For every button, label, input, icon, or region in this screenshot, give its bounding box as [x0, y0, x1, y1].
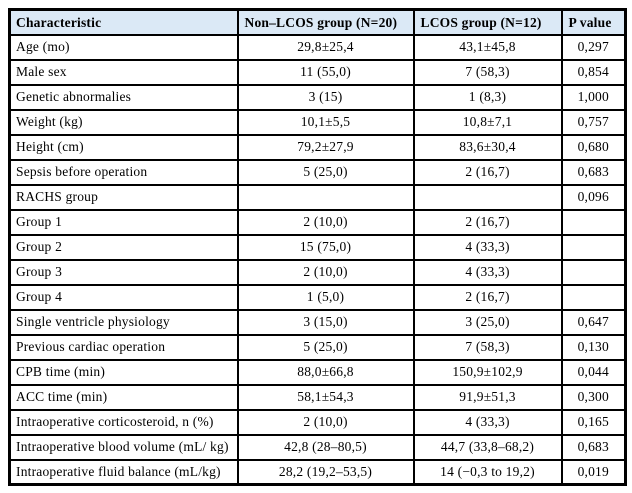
lcos-value-cell: 91,9±51,3 [412, 383, 563, 411]
non-lcos-value-cell: 3 (15,0) [236, 308, 415, 336]
non-lcos-value-cell [236, 183, 415, 211]
p-value-cell: 0,647 [560, 308, 627, 336]
characteristic-cell: CPB time (min) [8, 358, 239, 386]
table-row: Group 3 2 (10,0) 4 (33,3) [8, 258, 627, 286]
lcos-value-cell: 150,9±102,9 [412, 358, 563, 386]
characteristic-cell: Sepsis before operation [8, 158, 239, 186]
non-lcos-value-cell: 1 (5,0) [236, 283, 415, 311]
table-row: Group 1 2 (10,0) 2 (16,7) [8, 208, 627, 236]
non-lcos-value-cell: 29,8±25,4 [236, 33, 415, 61]
non-lcos-value-cell: 2 (10,0) [236, 258, 415, 286]
lcos-value-cell: 83,6±30,4 [412, 133, 563, 161]
lcos-value-cell: 7 (58,3) [412, 333, 563, 361]
lcos-value-cell: 2 (16,7) [412, 283, 563, 311]
table-row: RACHS group 0,096 [8, 183, 627, 211]
p-value-cell: 0,165 [560, 408, 627, 436]
table-row: Male sex 11 (55,0) 7 (58,3) 0,854 [8, 58, 627, 86]
table-row: Genetic abnormalies 3 (15) 1 (8,3) 1,000 [8, 83, 627, 111]
table-row: Previous cardiac operation 5 (25,0) 7 (5… [8, 333, 627, 361]
table-row: Height (cm) 79,2±27,9 83,6±30,4 0,680 [8, 133, 627, 161]
col-header-p-value: P value [560, 8, 627, 36]
characteristic-cell: Group 1 [8, 208, 239, 236]
patient-characteristics-table: Characteristic Non–LCOS group (N=20) LCO… [8, 8, 627, 486]
p-value-cell [560, 208, 627, 236]
table-row: Group 4 1 (5,0) 2 (16,7) [8, 283, 627, 311]
lcos-value-cell: 7 (58,3) [412, 58, 563, 86]
p-value-cell [560, 233, 627, 261]
p-value-cell [560, 283, 627, 311]
col-header-lcos-group: LCOS group (N=12) [412, 8, 563, 36]
non-lcos-value-cell: 10,1±5,5 [236, 108, 415, 136]
characteristic-cell: Male sex [8, 58, 239, 86]
lcos-value-cell [412, 183, 563, 211]
non-lcos-value-cell: 88,0±66,8 [236, 358, 415, 386]
characteristic-cell: ACC time (min) [8, 383, 239, 411]
p-value-cell: 0,019 [560, 458, 627, 486]
characteristic-cell: Group 2 [8, 233, 239, 261]
lcos-value-cell: 2 (16,7) [412, 208, 563, 236]
table-row: Sepsis before operation 5 (25,0) 2 (16,7… [8, 158, 627, 186]
p-value-cell: 0,096 [560, 183, 627, 211]
lcos-value-cell: 3 (25,0) [412, 308, 563, 336]
non-lcos-value-cell: 42,8 (28–80,5) [236, 433, 415, 461]
table-row: Weight (kg) 10,1±5,5 10,8±7,1 0,757 [8, 108, 627, 136]
lcos-value-cell: 1 (8,3) [412, 83, 563, 111]
lcos-value-cell: 4 (33,3) [412, 408, 563, 436]
p-value-cell: 0,757 [560, 108, 627, 136]
p-value-cell: 0,683 [560, 158, 627, 186]
non-lcos-value-cell: 5 (25,0) [236, 158, 415, 186]
lcos-value-cell: 14 (−0,3 to 19,2) [412, 458, 563, 486]
table-row: ACC time (min) 58,1±54,3 91,9±51,3 0,300 [8, 383, 627, 411]
p-value-cell: 0,297 [560, 33, 627, 61]
lcos-value-cell: 2 (16,7) [412, 158, 563, 186]
p-value-cell: 0,044 [560, 358, 627, 386]
non-lcos-value-cell: 3 (15) [236, 83, 415, 111]
table-row: Intraoperative corticosteroid, n (%) 2 (… [8, 408, 627, 436]
non-lcos-value-cell: 2 (10,0) [236, 408, 415, 436]
p-value-cell: 0,854 [560, 58, 627, 86]
table-row: CPB time (min) 88,0±66,8 150,9±102,9 0,0… [8, 358, 627, 386]
non-lcos-value-cell: 79,2±27,9 [236, 133, 415, 161]
characteristic-cell: Intraoperative blood volume (mL/ kg) [8, 433, 239, 461]
characteristic-cell: Group 3 [8, 258, 239, 286]
lcos-value-cell: 4 (33,3) [412, 233, 563, 261]
characteristic-cell: Age (mo) [8, 33, 239, 61]
non-lcos-value-cell: 2 (10,0) [236, 208, 415, 236]
lcos-value-cell: 43,1±45,8 [412, 33, 563, 61]
table-row: Intraoperative blood volume (mL/ kg) 42,… [8, 433, 627, 461]
lcos-value-cell: 44,7 (33,8–68,2) [412, 433, 563, 461]
non-lcos-value-cell: 5 (25,0) [236, 333, 415, 361]
table-row: Age (mo) 29,8±25,4 43,1±45,8 0,297 [8, 33, 627, 61]
characteristic-cell: Single ventricle physiology [8, 308, 239, 336]
characteristic-cell: Group 4 [8, 283, 239, 311]
table-row: Single ventricle physiology 3 (15,0) 3 (… [8, 308, 627, 336]
non-lcos-value-cell: 28,2 (19,2–53,5) [236, 458, 415, 486]
table-body: Age (mo) 29,8±25,4 43,1±45,8 0,297 Male … [8, 33, 627, 486]
p-value-cell: 1,000 [560, 83, 627, 111]
characteristic-cell: Intraoperative corticosteroid, n (%) [8, 408, 239, 436]
characteristic-cell: Height (cm) [8, 133, 239, 161]
non-lcos-value-cell: 58,1±54,3 [236, 383, 415, 411]
characteristic-cell: Previous cardiac operation [8, 333, 239, 361]
lcos-value-cell: 4 (33,3) [412, 258, 563, 286]
non-lcos-value-cell: 15 (75,0) [236, 233, 415, 261]
table-row: Intraoperative fluid balance (mL/kg) 28,… [8, 458, 627, 486]
header-row: Characteristic Non–LCOS group (N=20) LCO… [8, 8, 627, 36]
p-value-cell: 0,680 [560, 133, 627, 161]
non-lcos-value-cell: 11 (55,0) [236, 58, 415, 86]
col-header-characteristic: Characteristic [8, 8, 239, 36]
characteristic-cell: Genetic abnormalies [8, 83, 239, 111]
col-header-non-lcos-group: Non–LCOS group (N=20) [236, 8, 415, 36]
p-value-cell [560, 258, 627, 286]
characteristic-cell: RACHS group [8, 183, 239, 211]
p-value-cell: 0,300 [560, 383, 627, 411]
characteristic-cell: Weight (kg) [8, 108, 239, 136]
characteristic-cell: Intraoperative fluid balance (mL/kg) [8, 458, 239, 486]
p-value-cell: 0,130 [560, 333, 627, 361]
p-value-cell: 0,683 [560, 433, 627, 461]
table-row: Group 2 15 (75,0) 4 (33,3) [8, 233, 627, 261]
lcos-value-cell: 10,8±7,1 [412, 108, 563, 136]
